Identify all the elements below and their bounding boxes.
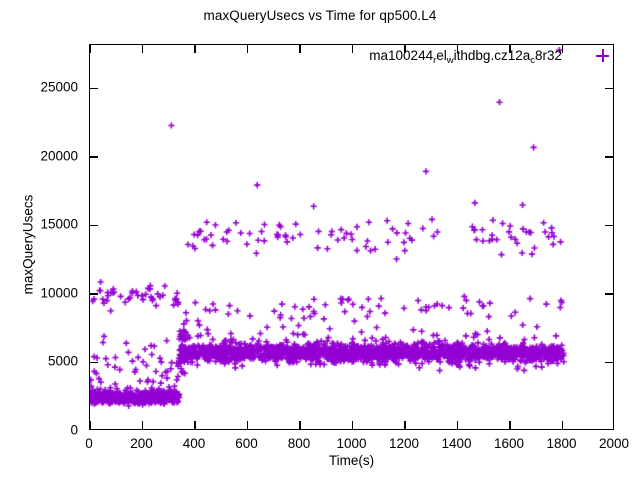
x-tick-label: 600 bbox=[235, 436, 258, 451]
x-tick bbox=[404, 421, 406, 429]
y-tick bbox=[90, 224, 98, 227]
x-tick bbox=[509, 45, 511, 53]
y-tick-label: 25000 bbox=[40, 79, 78, 95]
y-tick bbox=[605, 156, 613, 158]
x-tick bbox=[404, 45, 406, 53]
x-tick bbox=[509, 421, 511, 429]
y-tick-label: 20000 bbox=[40, 148, 78, 164]
y-tick bbox=[90, 156, 98, 158]
x-tick-label: 1400 bbox=[441, 436, 472, 451]
x-tick bbox=[351, 45, 354, 53]
x-tick bbox=[299, 421, 301, 429]
x-tick bbox=[194, 45, 196, 53]
x-tick-label: 800 bbox=[287, 436, 311, 451]
y-axis-title: maxQueryUsecs bbox=[20, 194, 36, 295]
chart-title: maxQueryUsecs vs Time for qp500.L4 bbox=[203, 8, 437, 23]
x-tick-label: 0 bbox=[85, 436, 93, 451]
legend-plus-marker bbox=[596, 49, 609, 62]
x-tick-label: 1800 bbox=[546, 436, 577, 451]
x-tick bbox=[90, 421, 91, 429]
y-tick bbox=[605, 293, 613, 295]
y-tick-label: 10000 bbox=[40, 285, 78, 301]
x-tick-label: 200 bbox=[130, 436, 153, 451]
y-tick bbox=[605, 361, 613, 364]
x-tick bbox=[194, 421, 196, 429]
scatter-data-layer bbox=[90, 45, 613, 429]
legend-series-label: ma100244relwithdbg.cz12ac8r32 bbox=[369, 48, 562, 66]
x-tick bbox=[90, 45, 91, 53]
y-tick-label: 5000 bbox=[47, 353, 78, 369]
x-tick-label: 1000 bbox=[336, 436, 367, 451]
x-tick bbox=[351, 421, 354, 429]
x-tick-label: 1200 bbox=[388, 436, 420, 451]
x-axis-title: Time(s) bbox=[328, 453, 375, 468]
x-tick bbox=[141, 421, 144, 429]
x-tick bbox=[561, 45, 564, 53]
x-tick bbox=[456, 45, 459, 53]
x-tick bbox=[456, 421, 459, 429]
y-tick-label: 15000 bbox=[40, 216, 78, 232]
x-tick bbox=[141, 45, 144, 53]
x-tick-label: 2000 bbox=[598, 436, 630, 451]
y-tick bbox=[605, 224, 613, 227]
y-tick bbox=[90, 361, 98, 364]
legend: ma100244relwithdbg.cz12ac8r32 bbox=[369, 48, 609, 66]
plot-area: ma100244relwithdbg.cz12ac8r32 bbox=[89, 44, 614, 430]
x-tick bbox=[246, 45, 249, 53]
x-tick-label: 400 bbox=[182, 436, 206, 451]
x-tick bbox=[299, 45, 301, 53]
y-tick bbox=[90, 293, 98, 295]
y-tick bbox=[90, 87, 98, 90]
x-tick bbox=[246, 421, 249, 429]
x-tick bbox=[561, 421, 564, 429]
y-tick bbox=[605, 87, 613, 90]
y-tick-label: 0 bbox=[70, 422, 78, 438]
x-tick-label: 1600 bbox=[493, 436, 525, 451]
